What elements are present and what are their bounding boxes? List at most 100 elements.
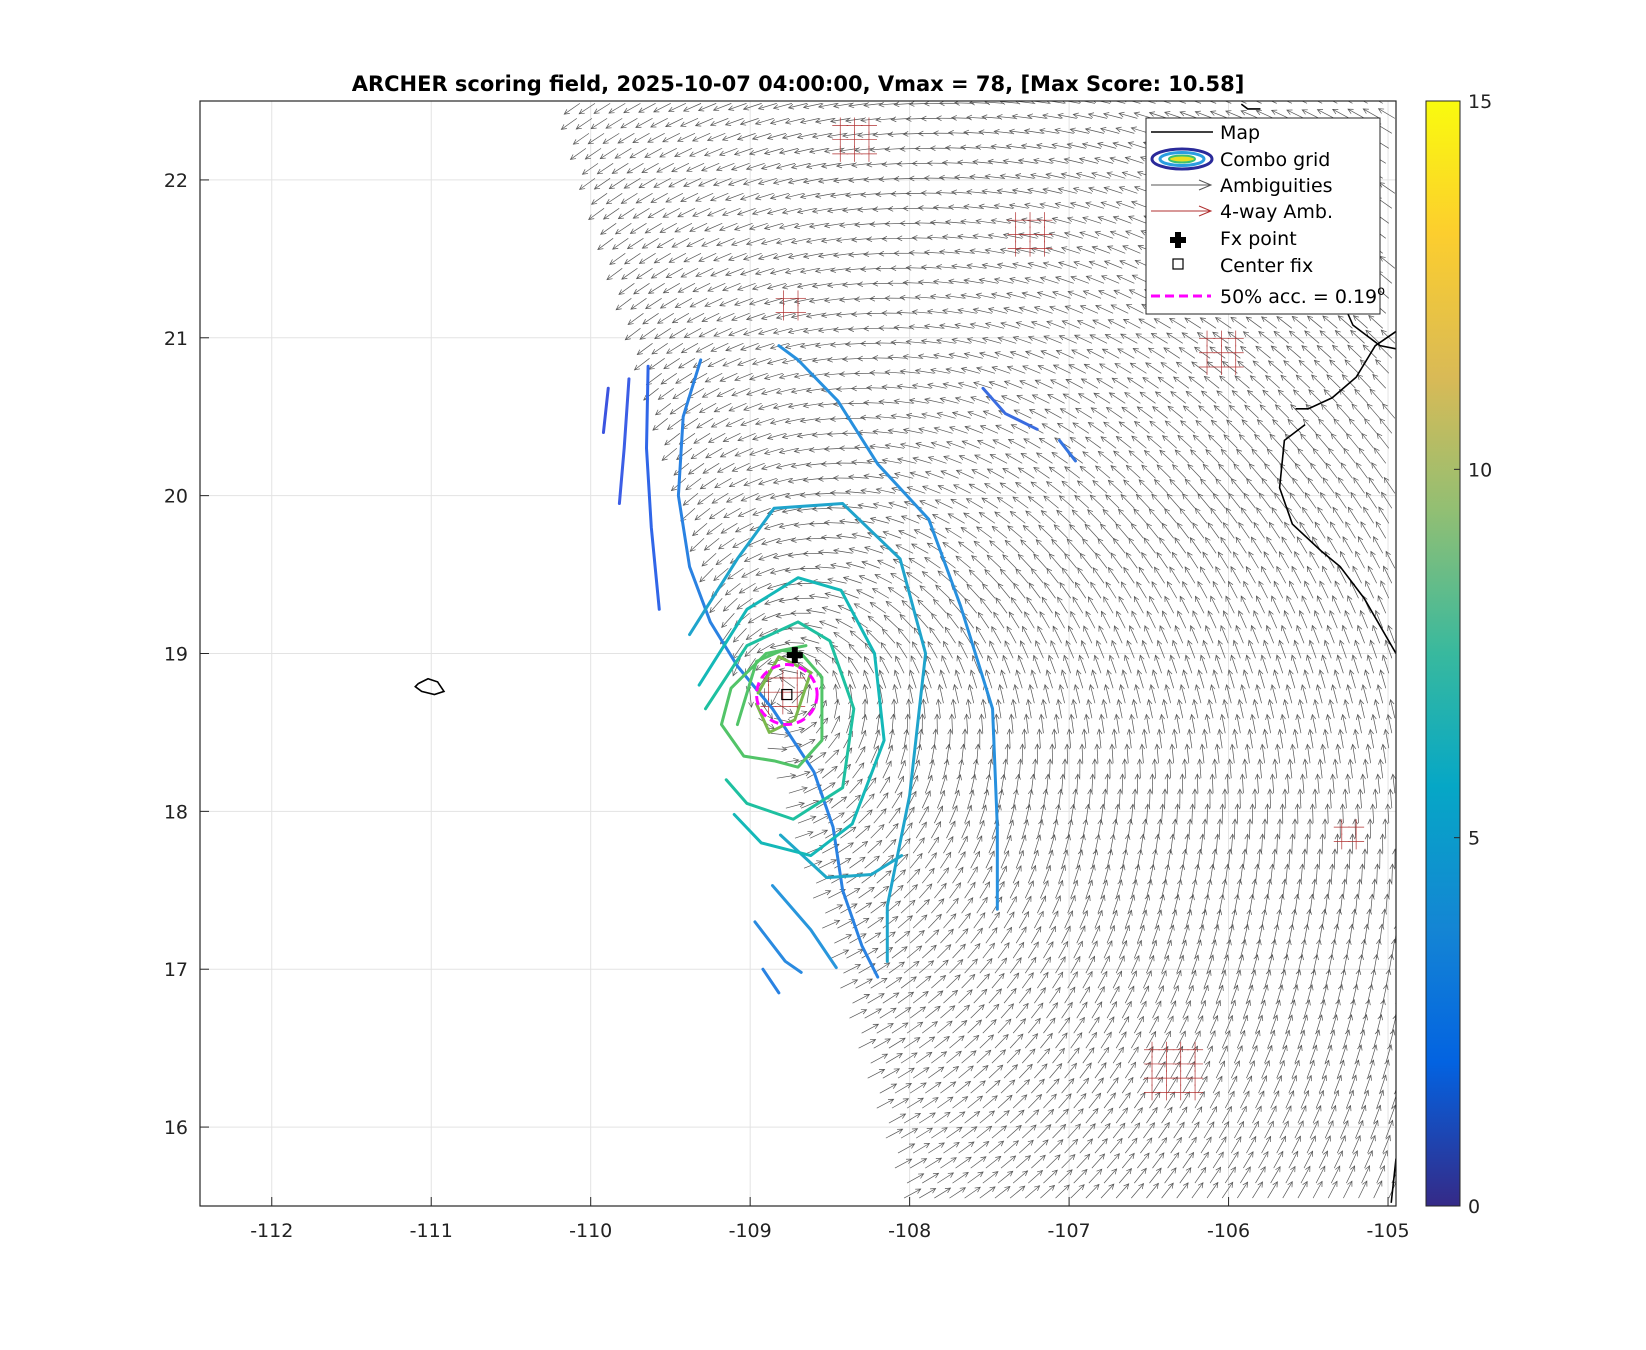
wind-arrow	[1161, 523, 1174, 539]
wind-arrow-head	[1134, 684, 1140, 691]
wind-arrow	[767, 432, 786, 439]
wind-arrow-head	[1370, 550, 1376, 558]
wind-arrow-head	[885, 516, 892, 522]
wind-arrow-head	[1294, 893, 1300, 900]
wind-arrow	[1032, 394, 1050, 404]
wind-arrow-head	[1398, 1151, 1403, 1157]
wind-arrow	[1121, 925, 1130, 944]
wind-arrow	[1151, 493, 1165, 509]
wind-arrow	[661, 448, 678, 461]
wind-arrow-head	[1217, 551, 1224, 558]
wind-arrow-head	[1054, 1154, 1061, 1161]
wind-arrow	[1221, 449, 1235, 464]
wind-arrow	[1021, 1048, 1036, 1064]
wind-arrow	[1027, 1018, 1041, 1034]
wind-arrow-head	[896, 457, 904, 463]
wind-arrow	[1055, 880, 1063, 899]
wind-arrow	[915, 744, 921, 764]
wind-arrow	[1072, 699, 1078, 719]
wind-arrow	[1052, 626, 1062, 644]
wind-arrow-head	[802, 477, 809, 483]
wind-arrow-head	[994, 511, 1001, 518]
wind-arrow-head	[820, 534, 827, 541]
wind-arrow-head	[1125, 1092, 1131, 1099]
wind-arrow-head	[1222, 610, 1229, 617]
wind-arrow-head	[1325, 462, 1331, 469]
wind-arrow	[1334, 669, 1341, 689]
wind-arrow	[1294, 1120, 1304, 1139]
wind-arrow-head	[1331, 1104, 1337, 1112]
wind-arrow-head	[933, 929, 940, 936]
wind-arrow-head	[888, 854, 895, 861]
wind-arrow-head	[1351, 1074, 1357, 1081]
wind-arrow-head	[1202, 463, 1209, 470]
wind-arrow	[1279, 551, 1290, 569]
wind-arrow-head	[1136, 1031, 1142, 1038]
wind-arrow	[950, 498, 968, 509]
wind-arrow	[1133, 348, 1150, 359]
wind-arrow-head	[921, 821, 927, 828]
wind-arrow-head	[987, 865, 993, 873]
wind-arrow-head	[1058, 495, 1065, 502]
wind-arrow-head	[865, 629, 872, 636]
wind-arrow	[743, 477, 762, 486]
wind-arrow	[1092, 669, 1099, 689]
wind-arrow-head	[963, 352, 970, 358]
wind-arrow	[1046, 1078, 1060, 1094]
wind-arrow-head	[1322, 1150, 1328, 1157]
wind-arrow	[1361, 1090, 1369, 1109]
wind-arrow-head	[1231, 390, 1238, 396]
wind-arrow-head	[793, 758, 800, 764]
wind-arrow-head	[669, 409, 676, 415]
wind-arrow	[800, 800, 819, 809]
wind-arrow	[933, 729, 937, 749]
wind-arrow	[1318, 924, 1323, 944]
wind-arrow-head	[929, 1112, 936, 1118]
wind-arrow-head	[1154, 654, 1160, 661]
wind-arrow	[1227, 1000, 1236, 1019]
wind-arrow-head	[1121, 1031, 1127, 1038]
wind-arrow-head	[1238, 1120, 1245, 1128]
wind-arrow	[652, 418, 668, 431]
wind-arrow-head	[1159, 803, 1166, 810]
wind-arrow	[1073, 864, 1080, 884]
wind-arrow-head	[1240, 1029, 1246, 1037]
wind-arrow-head	[1230, 566, 1236, 573]
wind-arrow-head	[808, 447, 815, 453]
wind-arrow-head	[986, 957, 993, 965]
wind-arrow	[964, 426, 983, 434]
wind-arrow-head	[914, 368, 921, 374]
wind-arrow	[1061, 1078, 1075, 1094]
wind-arrow-head	[1118, 1046, 1124, 1053]
wind-arrow	[1197, 581, 1208, 599]
wind-arrow-head	[1242, 758, 1248, 765]
wind-arrow-head	[1036, 1169, 1044, 1176]
wind-arrow	[1034, 987, 1046, 1004]
wind-arrow-head	[1347, 1014, 1353, 1021]
wind-arrow	[967, 866, 978, 884]
wind-arrow-head	[921, 571, 928, 577]
wind-arrow-head	[1009, 510, 1016, 517]
wind-arrow-head	[1237, 698, 1244, 706]
wind-arrow-head	[755, 570, 762, 577]
wind-arrow	[1303, 999, 1310, 1019]
wind-arrow-head	[1116, 610, 1122, 617]
wind-arrow	[637, 343, 653, 355]
wind-arrow	[1030, 481, 1047, 494]
wind-arrow-head	[1095, 1092, 1102, 1099]
wind-arrow	[955, 555, 971, 569]
wind-arrow-head	[973, 381, 980, 387]
wind-arrow-head	[881, 628, 888, 635]
wind-arrow-head	[1053, 524, 1060, 531]
wind-arrow-head	[1383, 476, 1390, 484]
wind-arrow	[1238, 522, 1250, 539]
wind-arrow-head	[1033, 467, 1040, 473]
wind-arrow-head	[1262, 818, 1268, 825]
wind-arrow	[758, 402, 777, 410]
wind-arrow-head	[1373, 535, 1379, 543]
wind-arrow-head	[1286, 848, 1293, 855]
wind-arrow-head	[1219, 1060, 1225, 1067]
wind-arrow	[1018, 655, 1026, 674]
wind-arrow-head	[1279, 893, 1285, 900]
wind-arrow	[1240, 1166, 1251, 1184]
